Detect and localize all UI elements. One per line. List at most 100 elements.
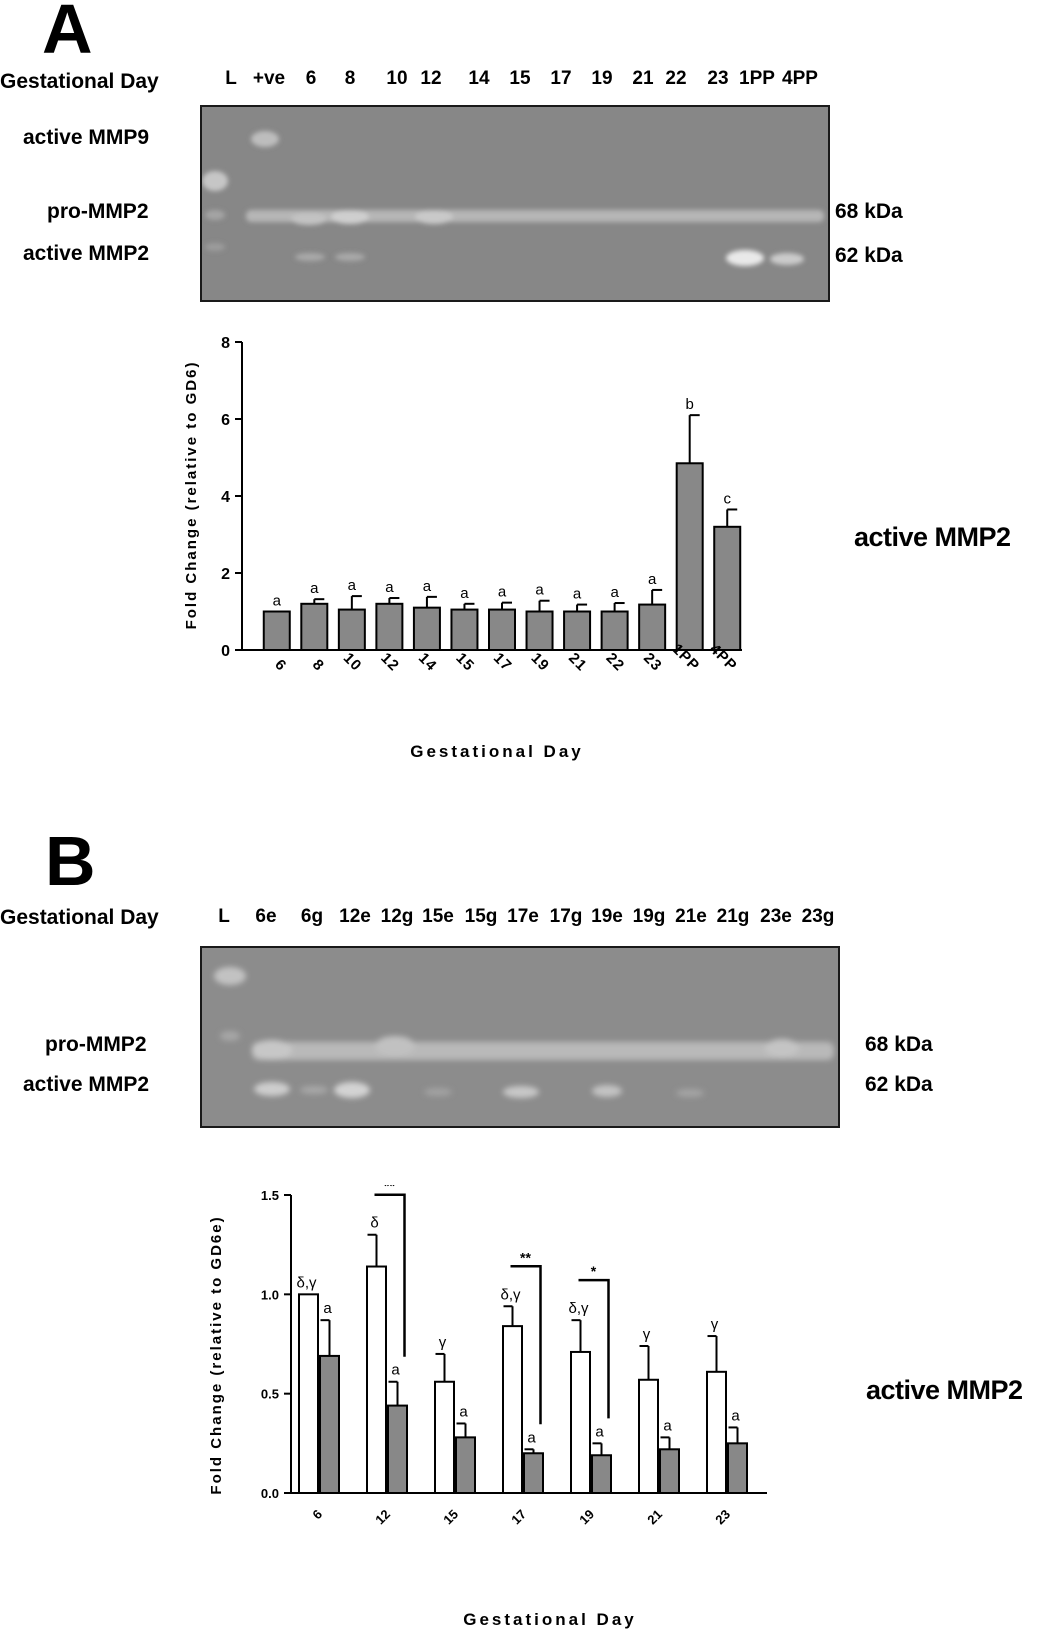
bar xyxy=(319,1354,340,1494)
x-tick-label: 19 xyxy=(527,650,552,675)
significance-label: a xyxy=(527,1429,536,1446)
x-tick-label: 19 xyxy=(576,1507,597,1528)
lane-label: 19e xyxy=(591,906,623,927)
band-label-active-mmp2: active MMP2 xyxy=(23,242,150,265)
band-label-active-mmp9: active MMP9 xyxy=(23,126,150,149)
lane-label: 17g xyxy=(549,906,583,927)
bar xyxy=(450,608,479,652)
bar xyxy=(337,608,366,652)
bar xyxy=(366,1265,387,1494)
chart-a-x-label: Gestational Day xyxy=(410,742,584,761)
bar xyxy=(502,1325,523,1494)
bar xyxy=(434,1380,455,1495)
x-tick-label: 12 xyxy=(377,650,402,675)
significance-label: a xyxy=(423,578,432,595)
kda-label-62: 62 kDa xyxy=(865,1073,933,1096)
bar xyxy=(638,603,667,652)
x-tick-label: 17 xyxy=(490,650,515,675)
bar xyxy=(412,606,441,651)
panel-b-letter: B xyxy=(45,822,96,900)
significance-bracket xyxy=(374,1193,406,1357)
lane-label: 12g xyxy=(380,906,414,927)
lane-label: 15e xyxy=(422,906,454,927)
x-tick-label: 14 xyxy=(415,650,440,675)
lane-label: 22 xyxy=(665,68,687,89)
significance-label: γ xyxy=(643,1326,651,1343)
significance-label: a xyxy=(663,1417,672,1434)
significance-label: a xyxy=(310,580,319,597)
significance-label: a xyxy=(731,1407,740,1424)
bar xyxy=(375,602,404,651)
bar xyxy=(488,608,516,652)
bar xyxy=(298,1293,319,1495)
lane-label: 21 xyxy=(632,68,654,89)
band-label-pro-mmp2: pro-MMP2 xyxy=(45,1033,147,1056)
bracket-label: ** xyxy=(520,1249,531,1265)
y-tick-label: 4 xyxy=(221,489,230,506)
x-tick-label: 23 xyxy=(712,1507,733,1528)
lane-label: 6g xyxy=(300,906,324,927)
significance-label: δ,γ xyxy=(296,1274,317,1291)
panel-a-gel-image xyxy=(200,105,830,302)
kda-label-68: 68 kDa xyxy=(865,1033,933,1056)
panel-b-bar-chart: 0.0 0.5 1.0 1.5 δ,γ a 6 δ a 12 γ a 15 δ,γ a 17 δ,γ a 19 γ a… xyxy=(208,1185,767,1629)
x-tick-label: 23 xyxy=(640,650,665,675)
bar xyxy=(525,610,554,651)
lane-label: 17e xyxy=(507,906,539,927)
significance-label: δ xyxy=(370,1215,378,1232)
y-tick-label: 0.5 xyxy=(261,1387,279,1402)
lane-label: 4PP xyxy=(782,68,818,89)
significance-label: a xyxy=(648,571,657,588)
significance-label: a xyxy=(460,585,469,602)
bar xyxy=(300,602,329,651)
lane-label: 12e xyxy=(339,906,371,927)
significance-label: a xyxy=(273,593,282,610)
bar xyxy=(455,1436,476,1495)
bar xyxy=(659,1448,680,1494)
panel-a-side-title: active MMP2 xyxy=(854,522,1011,552)
lane-label: 15g xyxy=(464,906,498,927)
lane-label: +ve xyxy=(252,68,286,89)
y-tick-label: 2 xyxy=(221,566,230,583)
significance-label: a xyxy=(595,1423,604,1440)
significance-label: a xyxy=(610,584,619,601)
significance-label: δ,γ xyxy=(568,1300,589,1317)
bar xyxy=(638,1378,659,1494)
lane-label: 23e xyxy=(760,906,792,927)
bar xyxy=(727,1442,748,1495)
significance-bracket xyxy=(510,1265,542,1425)
kda-label-62: 62 kDa xyxy=(835,244,903,267)
x-tick-label: 8 xyxy=(309,656,328,675)
panel-a-row-label: Gestational Day xyxy=(0,70,159,93)
y-tick-label: 1.5 xyxy=(261,1188,279,1203)
bar xyxy=(563,610,592,651)
lane-label: 21e xyxy=(675,906,707,927)
lane-label: 10 xyxy=(386,68,408,89)
significance-label: δ,γ xyxy=(500,1286,521,1303)
lane-label: 23g xyxy=(801,906,835,927)
lane-label: 1PP xyxy=(739,68,775,89)
panel-b-gel-image xyxy=(200,946,840,1128)
bar xyxy=(713,525,742,651)
significance-label: c xyxy=(723,490,731,507)
significance-label: b xyxy=(686,396,694,413)
y-tick-label: 8 xyxy=(221,335,230,352)
y-tick-label: 1.0 xyxy=(261,1287,279,1302)
lane-label: 23 xyxy=(707,68,729,89)
bar xyxy=(591,1454,612,1494)
panel-b-side-title: active MMP2 xyxy=(866,1375,1023,1405)
significance-label: a xyxy=(348,577,357,594)
lane-label: 17 xyxy=(550,68,572,89)
chart-a-y-label: Fold Change (relative to GD6) xyxy=(183,361,200,630)
chart-b-y-label: Fold Change (relative to GD6e) xyxy=(208,1215,225,1494)
x-tick-label: 10 xyxy=(340,650,365,675)
bracket-label: * xyxy=(591,1263,597,1279)
x-tick-label: 22 xyxy=(603,650,628,675)
panel-b-row-label: Gestational Day xyxy=(0,906,159,929)
significance-label: a xyxy=(535,582,544,599)
band-label-active-mmp2: active MMP2 xyxy=(23,1073,150,1096)
x-tick-label: 6 xyxy=(309,1507,325,1523)
lane-label: 15 xyxy=(509,68,531,89)
kda-label-68: 68 kDa xyxy=(835,200,903,223)
significance-label: a xyxy=(573,586,582,603)
